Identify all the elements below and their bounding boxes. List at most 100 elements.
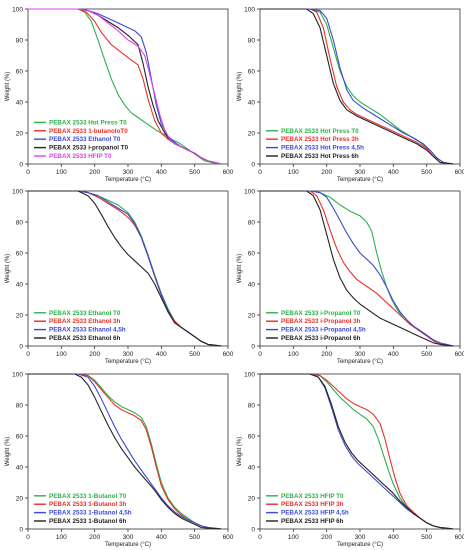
y-tick-label: 0 — [251, 344, 255, 351]
x-tick-label: 300 — [123, 351, 134, 358]
series-line-4 — [260, 8, 454, 165]
series-line-4 — [260, 190, 454, 347]
y-tick-label: 80 — [16, 38, 24, 45]
legend-entry: PEBAX 2533 1-Butanol T0 — [49, 493, 127, 500]
x-tick-label: 100 — [56, 169, 67, 176]
x-tick-label: 600 — [455, 169, 464, 176]
plot-area — [27, 373, 229, 530]
y-tick-label: 80 — [248, 220, 256, 227]
x-tick-label: 500 — [189, 534, 200, 541]
x-tick-label: 400 — [388, 534, 399, 541]
legend-entry: PEBAX 2533 i-Propanol 6h — [281, 335, 361, 342]
legend-entry: PEBAX 2533 Ethanol T0 — [49, 136, 121, 143]
x-tick-label: 400 — [156, 169, 167, 176]
chart-panel-5: 0 20 40 60 80 100 0 100 200 300 400 500 600 Temperatu… — [5, 372, 234, 549]
y-tick-label: 100 — [244, 372, 255, 379]
legend-entry: PEBAX 2533 Ethanol 4,5h — [49, 327, 126, 334]
legend-entry: PEBAX 2533 i-Propanol 3h — [281, 318, 361, 325]
legend-entry: PEBAX 2533 Hot Press T0 — [49, 119, 127, 126]
x-tick-label: 200 — [89, 534, 100, 541]
y-tick-label: 60 — [248, 69, 256, 76]
y-axis-label: Weight (%) — [237, 437, 243, 467]
chart-panel-6: 0 20 40 60 80 100 0 100 200 300 400 500 600 Temperatu… — [237, 372, 464, 549]
legend-entry: PEBAX 2533 HFIP 3h — [281, 501, 344, 508]
x-tick-label: 300 — [123, 169, 134, 176]
x-tick-label: 500 — [421, 534, 432, 541]
y-tick-label: 0 — [19, 344, 23, 351]
y-tick-label: 100 — [244, 189, 255, 196]
y-tick-label: 100 — [12, 7, 23, 14]
y-tick-label: 60 — [248, 251, 256, 258]
legend-entry: PEBAX 2533 Hot Press 6h — [281, 153, 359, 160]
chart-panel-4: 0 20 40 60 80 100 0 100 200 300 400 500 600 Temperatu… — [237, 189, 464, 366]
y-axis-label: Weight (%) — [237, 72, 243, 102]
series-line-2 — [260, 8, 454, 165]
legend-entry: PEBAX 2533 Ethanol 6h — [49, 335, 121, 342]
y-tick-label: 100 — [12, 189, 23, 196]
legend-entry: PEBAX 2533 HFIP T0 — [281, 493, 344, 500]
y-tick-label: 100 — [12, 372, 23, 379]
legend-entry: PEBAX 2533 1-Butanol 6h — [49, 518, 126, 525]
series-line-2 — [260, 190, 454, 347]
x-tick-label: 400 — [156, 351, 167, 358]
y-axis-label: Weight (%) — [237, 254, 243, 284]
legend-entry: PEBAX 2533 i-Propanol 4,5h — [281, 327, 366, 334]
x-tick-label: 400 — [388, 169, 399, 176]
y-tick-label: 40 — [248, 465, 256, 472]
x-tick-label: 500 — [421, 351, 432, 358]
x-tick-label: 300 — [355, 351, 366, 358]
legend-entry: PEBAX 2533 i-propanol T0 — [49, 145, 129, 152]
y-axis-label: Weight (%) — [5, 254, 11, 284]
series-line-4 — [28, 190, 222, 347]
x-tick-label: 300 — [355, 534, 366, 541]
x-tick-label: 100 — [288, 351, 299, 358]
series-line-3 — [28, 373, 222, 530]
y-tick-label: 80 — [16, 220, 24, 227]
series-line-3 — [260, 190, 454, 347]
chart-panel-1: 0 20 40 60 80 100 0 100 200 300 400 500 600 Temperatu… — [5, 7, 234, 184]
y-tick-label: 20 — [16, 496, 24, 503]
y-tick-label: 20 — [16, 131, 24, 138]
x-tick-label: 100 — [56, 351, 67, 358]
x-tick-label: 400 — [388, 351, 399, 358]
x-tick-label: 0 — [26, 351, 30, 358]
x-tick-label: 600 — [223, 351, 234, 358]
y-tick-label: 0 — [251, 162, 255, 169]
legend-entry: PEBAX 2533 Hot Press 4,5h — [281, 145, 364, 152]
y-tick-label: 80 — [248, 403, 256, 410]
series-line-5 — [28, 8, 222, 165]
x-tick-label: 200 — [89, 351, 100, 358]
y-tick-label: 60 — [16, 434, 24, 441]
x-axis-label: Temperature (°C) — [105, 542, 151, 548]
y-tick-label: 0 — [251, 527, 255, 534]
x-tick-label: 200 — [321, 534, 332, 541]
y-tick-label: 60 — [248, 434, 256, 441]
legend-entry: PEBAX 2533 Ethanol 3h — [49, 318, 121, 325]
x-tick-label: 100 — [288, 534, 299, 541]
legend-entry: PEBAX 2533 Hot Press T0 — [281, 128, 359, 135]
x-tick-label: 0 — [258, 351, 262, 358]
y-tick-label: 40 — [248, 100, 256, 107]
y-tick-label: 40 — [16, 282, 24, 289]
plot-area — [259, 373, 461, 530]
y-tick-label: 0 — [19, 162, 23, 169]
x-tick-label: 300 — [123, 534, 134, 541]
y-tick-label: 20 — [248, 131, 256, 138]
plot-area — [259, 8, 461, 165]
x-tick-label: 200 — [321, 169, 332, 176]
chart-panel-2: 0 20 40 60 80 100 0 100 200 300 400 500 600 Temperatu… — [237, 7, 464, 184]
legend-entry: PEBAX 2533 Hot Press 3h — [281, 136, 359, 143]
x-axis-label: Temperature (°C) — [337, 542, 383, 548]
y-tick-label: 60 — [16, 251, 24, 258]
y-tick-label: 60 — [16, 69, 24, 76]
x-axis-label: Temperature (°C) — [105, 359, 151, 365]
legend-entry: PEBAX 2533 Ethanol T0 — [49, 310, 121, 317]
y-tick-label: 20 — [16, 313, 24, 320]
y-tick-label: 40 — [16, 465, 24, 472]
legend-entry: PEBAX 2533 1-Butanol 3h — [49, 501, 126, 508]
y-axis-label: Weight (%) — [5, 72, 11, 102]
x-axis-label: Temperature (°C) — [337, 359, 383, 365]
legend-entry: PEBAX 2533 HFIP 6h — [281, 518, 344, 525]
x-tick-label: 0 — [258, 534, 262, 541]
y-axis-label: Weight (%) — [5, 437, 11, 467]
